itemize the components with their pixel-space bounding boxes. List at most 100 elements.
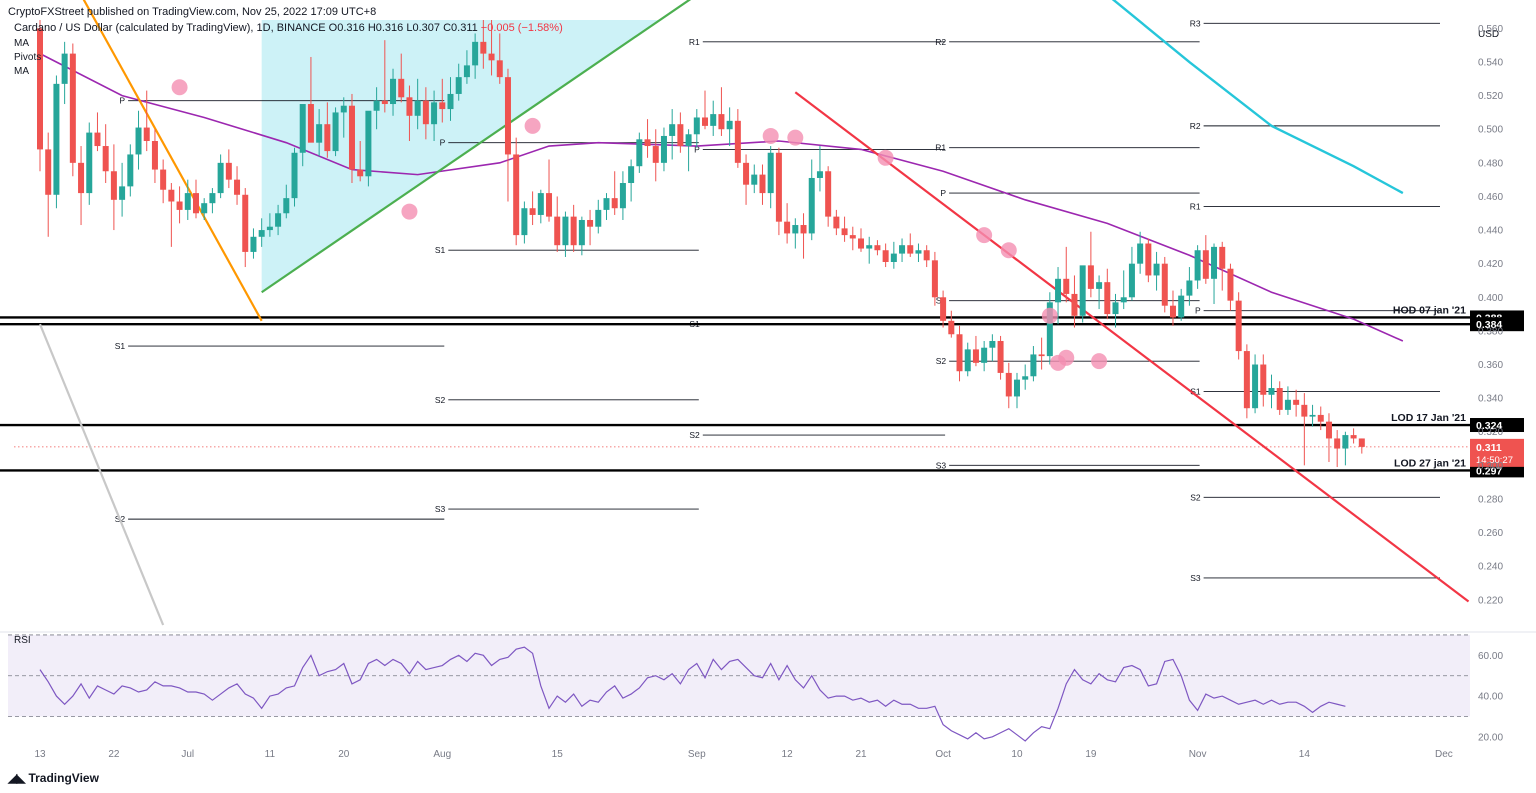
candle	[78, 146, 85, 226]
candle	[578, 216, 585, 256]
candle-body	[151, 141, 158, 170]
candle-body	[611, 198, 618, 209]
candle-body	[1128, 263, 1135, 298]
countdown-timer: 14:50:27	[1476, 455, 1513, 466]
candle	[677, 112, 684, 153]
candle	[316, 109, 323, 157]
pivot-label: S3	[936, 460, 947, 470]
candle-body	[652, 146, 659, 163]
rsi-label: RSI	[14, 635, 31, 646]
candle-body	[948, 320, 955, 335]
candle-body	[907, 245, 914, 254]
candle	[1087, 231, 1094, 298]
candle-body	[1046, 302, 1053, 357]
candle	[283, 184, 290, 219]
key-level-badge	[1470, 317, 1524, 332]
candle-body	[636, 139, 643, 167]
trendline-orange	[82, 0, 263, 322]
y-tick-label: 0.340	[1478, 394, 1503, 405]
touch-point-marker	[976, 227, 993, 244]
candle	[997, 335, 1004, 380]
ohlc-high: H0.316	[367, 22, 404, 34]
candle	[1169, 290, 1176, 326]
candle-body	[1087, 265, 1094, 289]
candle-body	[61, 53, 68, 84]
x-tick-label: Dec	[1435, 749, 1453, 760]
candle	[603, 193, 610, 220]
x-tick-label: Sep	[688, 749, 706, 760]
candle-body	[734, 120, 741, 163]
x-tick-label: 12	[782, 749, 794, 760]
indicator-pivots[interactable]: Pivots	[14, 52, 42, 63]
x-tick-label: 13	[34, 749, 46, 760]
candle	[669, 109, 676, 160]
candle-body	[537, 193, 544, 215]
candle	[480, 20, 487, 69]
candle-body	[800, 225, 807, 234]
candle-body	[595, 209, 602, 227]
tradingview-logo[interactable]: ◢◣ TradingView	[8, 771, 99, 785]
published-by: CryptoFXStreet published on TradingView.…	[8, 6, 377, 18]
candle	[431, 90, 438, 141]
candle-body	[784, 221, 791, 234]
y-tick-label: 0.480	[1478, 158, 1503, 169]
candle-body	[1096, 282, 1103, 289]
candle-body	[693, 117, 700, 135]
candle	[907, 233, 914, 257]
candle	[1178, 288, 1185, 321]
candle	[529, 191, 536, 226]
candle-body	[1153, 263, 1160, 276]
candle-body	[37, 28, 43, 150]
candle-body	[751, 174, 758, 185]
candle-body	[45, 149, 52, 195]
pivot-label: P	[940, 188, 946, 198]
candle	[45, 132, 52, 237]
candle	[767, 146, 774, 209]
candle	[307, 56, 314, 143]
candle-body	[858, 238, 864, 249]
candle	[890, 241, 897, 269]
rsi-tick-label: 20.00	[1478, 732, 1503, 743]
candle	[956, 325, 963, 382]
candle	[1301, 393, 1308, 466]
candle-body	[1038, 354, 1045, 357]
candle	[636, 132, 643, 173]
candle-body	[1268, 388, 1275, 395]
candle	[217, 154, 224, 199]
x-tick-label: 14	[1299, 749, 1311, 760]
indicator-ma-1[interactable]: MA	[14, 38, 29, 49]
candle	[546, 159, 553, 222]
candle-body	[521, 208, 528, 236]
candle	[127, 144, 134, 197]
key-level-badge	[1470, 418, 1524, 433]
candle	[849, 226, 856, 251]
candle-body	[685, 134, 692, 147]
candle	[882, 243, 889, 268]
candle	[784, 203, 791, 244]
candle-body	[275, 213, 282, 227]
candle	[1293, 389, 1300, 417]
candle-body	[1252, 364, 1259, 409]
candle	[858, 228, 864, 252]
candle	[1268, 374, 1275, 409]
candle-body	[1358, 438, 1365, 447]
key-level-label: LOD 27 jan '21	[1394, 457, 1466, 469]
candle	[234, 166, 241, 205]
rsi-tick-label: 60.00	[1478, 651, 1503, 662]
candle	[816, 146, 823, 192]
candle	[587, 209, 594, 246]
candle	[792, 218, 799, 249]
candle	[1186, 267, 1193, 306]
candle-body	[1104, 282, 1111, 315]
candle	[69, 43, 76, 177]
indicator-ma-2[interactable]: MA	[14, 66, 29, 77]
candle-body	[1325, 421, 1332, 439]
candle-body	[513, 154, 520, 236]
candle	[866, 236, 873, 264]
y-tick-label: 0.520	[1478, 91, 1503, 102]
candle-body	[472, 41, 479, 66]
pivot-label: P	[1195, 306, 1201, 316]
candle	[324, 102, 331, 158]
candle	[1005, 362, 1012, 409]
